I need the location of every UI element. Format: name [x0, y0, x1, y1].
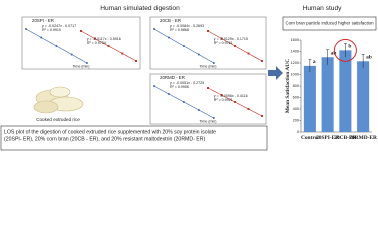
dot [80, 30, 82, 32]
dot [93, 37, 96, 40]
y-tick-label: 600 [293, 96, 299, 100]
x-tick-label: 20RMD-ER [349, 135, 377, 141]
equation: R² = 0.9868 [170, 28, 189, 32]
dot [212, 117, 215, 119]
figure: Human simulated digestion Human study Co… [0, 5, 377, 151]
bar [339, 50, 352, 132]
dot [121, 52, 124, 55]
bar [303, 65, 316, 132]
y-tick-label: 0 [297, 130, 299, 134]
plot-frame [149, 73, 267, 125]
dot [197, 109, 200, 111]
x-tick-label: Control [301, 135, 319, 141]
plot-name: 20SPI - ER [32, 18, 54, 23]
photo-label: Cooked extruded rice [36, 117, 80, 122]
y-tick-label: 1400 [291, 50, 299, 54]
group-letter: a [313, 59, 316, 65]
dot [25, 28, 27, 30]
plot-name: 20CB - ER [160, 18, 181, 23]
dot [234, 101, 236, 103]
rice-photo [33, 86, 84, 114]
y-tick-label: 400 [293, 107, 299, 111]
y-axis-label: Mean Satisfaction AUC [285, 59, 291, 113]
dot [55, 45, 58, 47]
caption: LOS plot of the digestion of cooked extr… [4, 129, 216, 135]
dot [107, 45, 110, 47]
x-axis-label: Time (min) [199, 119, 216, 123]
x-axis-label: Time (min) [199, 64, 216, 68]
x-tick-label: 20CB-ER [334, 135, 356, 141]
dot [220, 94, 223, 96]
equation: R² = 0.9734 [87, 41, 106, 45]
dot [234, 45, 236, 47]
equation: y = -0.0247x - 0.0717 [42, 24, 76, 28]
y-tick-label: 1200 [291, 61, 299, 65]
annotation-box [282, 16, 377, 31]
dot [135, 60, 137, 62]
equation: y = -0.0051x - 0.2725 [170, 81, 204, 85]
bar [357, 61, 370, 132]
plot-name: 20RMD - ER [160, 75, 185, 80]
dot [40, 36, 43, 39]
dot [212, 62, 215, 64]
equation: R² = 0.9761 [214, 41, 233, 45]
y-tick-label: 200 [293, 119, 299, 123]
arrow [268, 66, 283, 80]
dot [85, 62, 88, 64]
dot [220, 37, 223, 40]
dot [182, 101, 185, 103]
dot [182, 45, 185, 47]
dot [153, 85, 155, 87]
dot [261, 115, 263, 117]
dot [70, 53, 73, 56]
dot [167, 93, 170, 95]
heading: Human study [303, 5, 343, 12]
dot [247, 52, 250, 55]
dot [197, 53, 200, 56]
y-tick-label: 800 [293, 84, 299, 88]
group-letter: ab [331, 50, 337, 56]
equation: y = -0.0129x - 0.1715 [214, 37, 248, 41]
y-tick-label: 1600 [291, 38, 299, 42]
equation: R² = 0.9906 [170, 85, 189, 89]
y-tick-label: 1000 [291, 73, 299, 77]
dot [153, 28, 155, 30]
dot [261, 60, 263, 62]
plot-frame [21, 16, 141, 70]
x-axis-label: Time (min) [72, 64, 89, 68]
annotation: Corn bran particle induced higher satisf… [285, 21, 374, 26]
highlight-circle [333, 38, 357, 62]
group-letter: ab [366, 55, 372, 61]
heading: Human simulated digestion [100, 5, 180, 12]
equation: R² = 0.9919 [42, 28, 61, 32]
dot [247, 108, 250, 110]
dot [167, 36, 170, 39]
group-letter: b [348, 44, 351, 50]
dot [207, 87, 209, 89]
bar [321, 57, 334, 132]
plot-frame [149, 16, 267, 70]
x-tick-label: 20SPI-ER [316, 135, 339, 141]
dot [207, 30, 209, 32]
caption-box [0, 125, 268, 151]
equation: y = -0.0117x - 0.5916 [87, 37, 121, 41]
equation: y = -0.0096x - 0.4116 [214, 94, 248, 98]
equation: y = -0.0084x - 0.2693 [170, 24, 204, 28]
equation: R² = 0.9921 [214, 98, 233, 102]
caption: (20SPI- ER), 20% corn bran (20CB - ER), … [4, 136, 206, 142]
